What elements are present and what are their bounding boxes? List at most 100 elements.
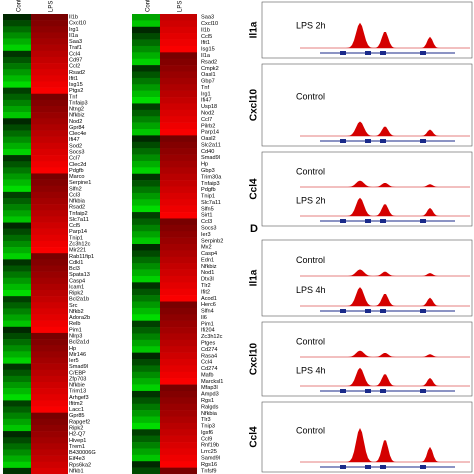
heatmap-cell <box>160 422 197 430</box>
track-label: LPS 4h <box>296 366 326 376</box>
heatmap-cell <box>160 295 197 302</box>
heatmap-cell <box>31 179 68 187</box>
heatmap-cell <box>160 237 197 245</box>
column-label: Control <box>146 0 152 12</box>
gene-label: Ampd3 <box>201 392 219 398</box>
gene-label: Pdgfb <box>69 168 84 174</box>
gene-label: Icam1 <box>69 284 84 290</box>
heatmap-cell <box>132 224 160 232</box>
heatmap-cell <box>31 44 68 52</box>
heatmap-cell <box>160 167 197 175</box>
gene-label: Trim30a <box>201 174 222 180</box>
gene-label: Tnip1 <box>69 235 83 241</box>
heatmap-cell <box>160 397 197 405</box>
gene-label: Il1a <box>69 33 79 39</box>
heatmap-cell <box>160 52 197 60</box>
heatmap-cell <box>3 20 31 27</box>
heatmap-cell <box>132 52 160 60</box>
heatmap-cell <box>31 265 68 272</box>
heatmap-cell <box>31 20 68 27</box>
heatmap-cell <box>3 155 31 162</box>
heatmap-cell <box>31 253 68 260</box>
heatmap-cell <box>132 442 160 449</box>
heatmap-cell <box>132 116 160 123</box>
heatmap-cell <box>31 99 68 107</box>
exon <box>420 465 426 469</box>
heatmap-cell <box>160 263 197 270</box>
heatmap-cell <box>160 205 197 213</box>
gene-label: Cd97 <box>69 57 82 63</box>
heatmap-cell <box>160 269 197 277</box>
heatmap-cell <box>31 185 68 193</box>
heatmap-cell <box>132 371 160 379</box>
gene-label: Hivep1 <box>69 438 86 444</box>
gene-label: Trim13 <box>69 389 86 395</box>
heatmap-cell <box>3 204 31 211</box>
gene-label: Ccl2 <box>69 64 80 70</box>
gene-label: Zc3h12c <box>201 334 223 340</box>
heatmap-cell <box>31 148 68 156</box>
heatmap-cell <box>132 461 160 468</box>
heatmap-cell <box>160 116 197 123</box>
gene-label: Usp18 <box>201 104 217 110</box>
heatmap-cell <box>31 455 68 463</box>
heatmap-cell <box>160 39 197 47</box>
gene-label: Ier5 <box>69 358 79 364</box>
heatmap-cell <box>3 173 31 180</box>
heatmap-cell <box>3 253 31 260</box>
gene-label: Tnfsf9 <box>201 468 217 474</box>
heatmap-cell <box>31 210 68 217</box>
heatmap-cell <box>31 382 68 389</box>
exon <box>365 465 371 469</box>
heatmap-cell <box>160 327 197 334</box>
gene-label: Tnip1 <box>201 194 215 200</box>
heatmap-cell <box>3 234 31 242</box>
exon <box>365 309 371 313</box>
gene-label: Gbp7 <box>201 79 215 85</box>
gene-label: Ccl7 <box>69 156 80 162</box>
track-box <box>261 63 473 147</box>
heatmap-cell <box>132 429 160 436</box>
gene-label: Lrrc25 <box>201 449 217 455</box>
heatmap-cell <box>160 288 197 296</box>
heatmap-cell <box>160 346 197 353</box>
heatmap-cell <box>3 124 31 131</box>
exon <box>420 51 426 55</box>
gene-label: Slc7a11 <box>201 200 221 206</box>
heatmap-cell <box>31 345 68 352</box>
gene-label: Smad9l <box>201 155 220 161</box>
heatmap-cell <box>160 301 197 309</box>
heatmap-cell <box>132 199 160 206</box>
gene-label: Ptgs2 <box>69 88 83 94</box>
gene-label: Tnf <box>69 94 78 100</box>
heatmap-cell <box>160 416 197 424</box>
heatmap-cell <box>160 84 197 91</box>
heatmap-cell <box>3 277 31 285</box>
heatmap-cell <box>132 327 160 334</box>
heatmap-cell <box>3 283 31 291</box>
heatmap-cell <box>132 39 160 47</box>
gene-label: Slfn4 <box>201 309 214 315</box>
gene-label: Marco <box>69 174 85 180</box>
heatmap-cell <box>31 467 68 474</box>
heatmap-cell <box>160 390 197 398</box>
gene-label: Lacc1 <box>69 407 84 413</box>
heatmap-cell <box>3 418 31 426</box>
heatmap-cell <box>160 14 197 21</box>
exon <box>420 389 426 393</box>
signal <box>300 22 470 48</box>
heatmap-cell <box>160 231 197 238</box>
heatmap-cell <box>31 228 68 236</box>
gene-label: Smad9l <box>69 364 88 370</box>
heatmap-cell <box>160 282 197 290</box>
gene-label: Cmpk2 <box>201 66 219 72</box>
heatmap-cell <box>132 416 160 424</box>
gene-label: Il1a <box>201 53 211 59</box>
exon <box>340 139 346 143</box>
exon <box>420 309 426 313</box>
gene-label: Samd9l <box>201 456 220 462</box>
gene-label: Slfn2 <box>69 186 82 192</box>
heatmap-cell <box>31 63 68 70</box>
heatmap-cell <box>31 75 68 82</box>
